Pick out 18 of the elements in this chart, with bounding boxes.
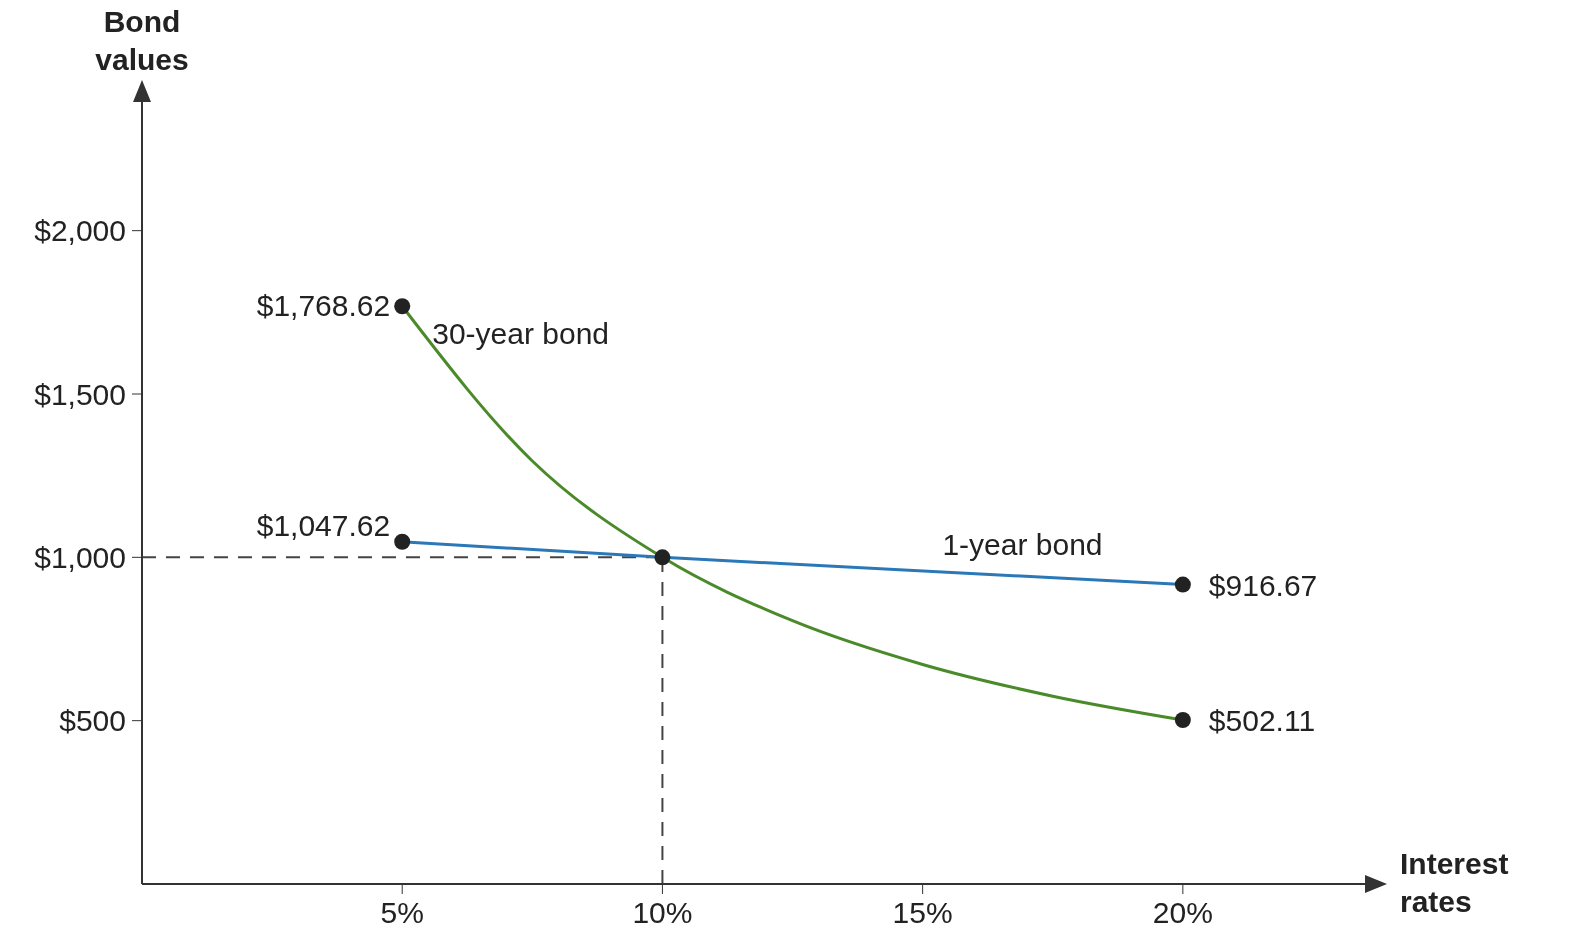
x-tick-label: 10%	[632, 896, 693, 930]
data-label: $502.11	[1208, 703, 1316, 737]
point	[394, 298, 411, 315]
data-label: $1,768.62	[256, 289, 391, 323]
y-tick-label: $500	[59, 704, 126, 738]
series-label: 30-year bond	[432, 317, 610, 351]
series-label: 1-year bond	[942, 528, 1103, 562]
data-label: $1,047.62	[256, 508, 391, 542]
x-tick-label: 5%	[380, 896, 424, 930]
y-tick-label: $2,000	[34, 214, 126, 248]
x-axis-title: Interest rates	[1400, 847, 1509, 918]
x-tick-label: 15%	[892, 896, 953, 930]
data-label: $916.67	[1208, 568, 1318, 602]
y-tick-label: $1,500	[34, 377, 126, 411]
y-axis-title: Bond values	[95, 5, 189, 76]
x-tick-label: 20%	[1152, 896, 1213, 930]
point	[1174, 711, 1191, 728]
y-tick-label: $1,000	[34, 540, 126, 574]
